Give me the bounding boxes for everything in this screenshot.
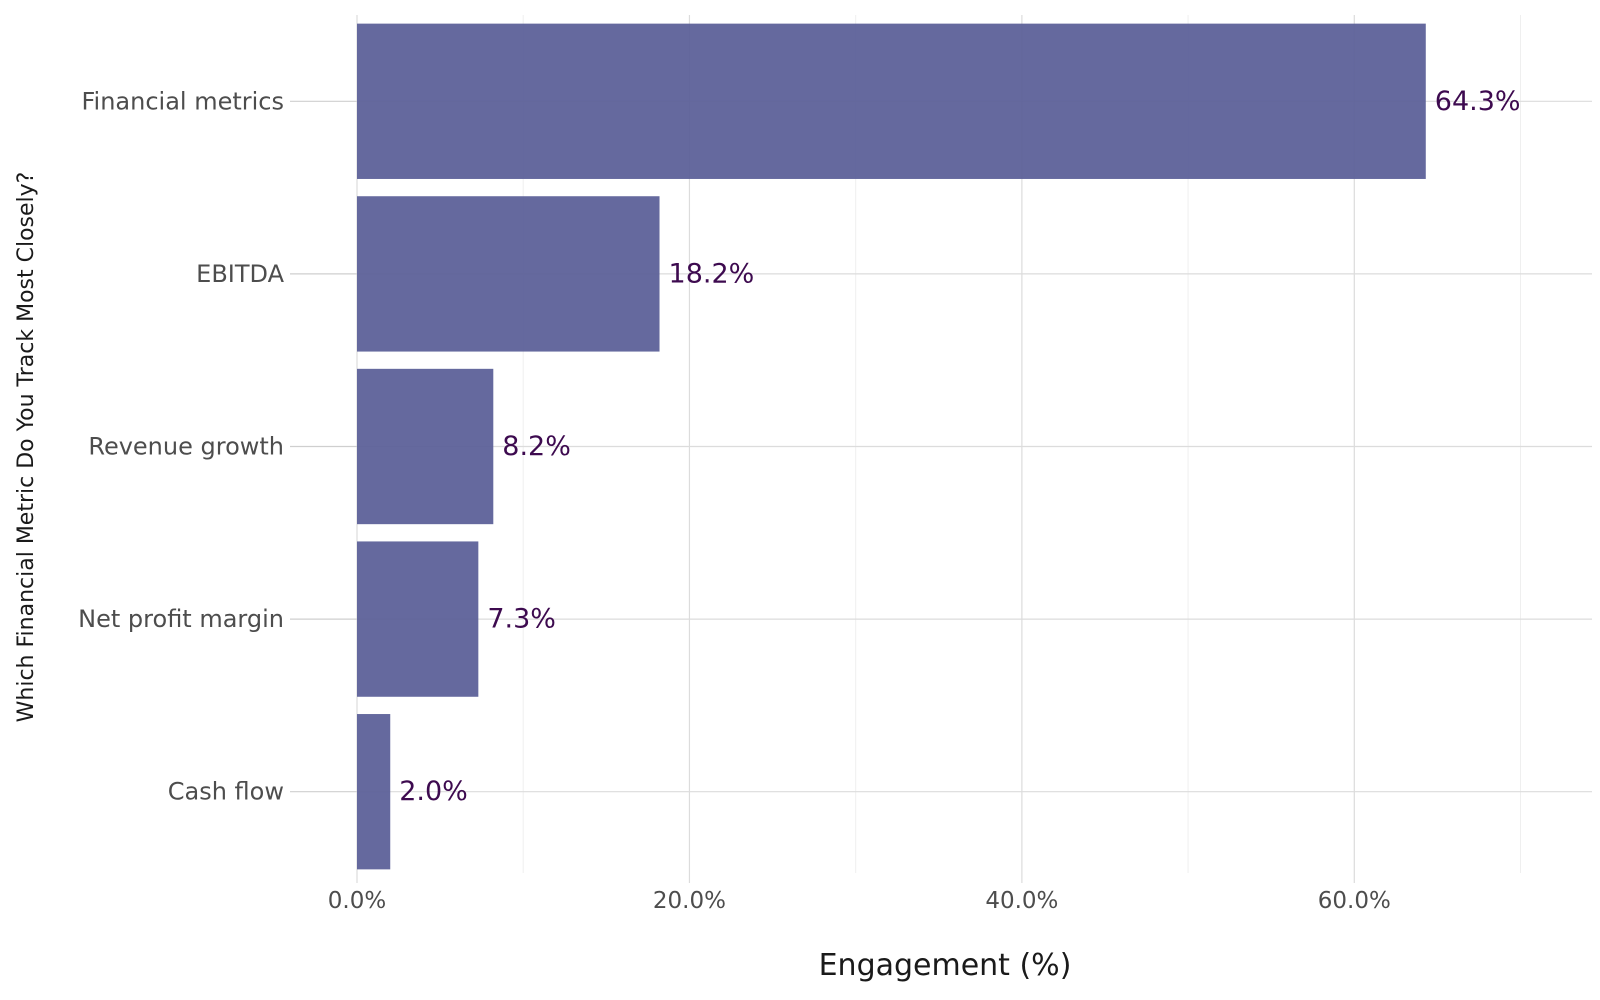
bar-revenue-growth: [357, 368, 494, 525]
bar-net-profit-margin: [357, 541, 479, 697]
x-tick-label: 20.0%: [653, 888, 726, 914]
x-tick-label: 60.0%: [1318, 888, 1391, 914]
y-tick-label: Financial metrics: [81, 87, 284, 115]
y-tick-label: Net profit margin: [78, 605, 284, 633]
labels-layer: 64.3% Financial metrics 18.2% EBITDA 8.2% Rev…: [78, 86, 1520, 807]
y-axis-title: Which Financial Metric Do You Track Most…: [14, 172, 39, 723]
bar-ebitda: [357, 196, 660, 352]
x-axis-title: Engagement (%): [819, 948, 1072, 983]
x-tick-label: 40.0%: [985, 888, 1058, 914]
data-label-ebitda: 18.2%: [669, 258, 755, 289]
data-label-revenue-growth: 8.2%: [502, 431, 571, 462]
y-tick-label: Revenue growth: [88, 433, 284, 461]
data-label-net-profit-margin: 7.3%: [487, 604, 556, 635]
x-tick-label: 0.0%: [328, 888, 386, 914]
data-label-cash-flow: 2.0%: [399, 776, 468, 807]
bars-layer: [357, 23, 1426, 870]
bar-financial-metrics: [357, 23, 1426, 179]
y-tick-label: Cash flow: [168, 778, 284, 806]
y-tick-label: EBITDA: [196, 260, 284, 288]
data-label-financial-metrics: 64.3%: [1435, 86, 1521, 117]
ticks-layer: 0.0% 20.0% 40.0% 60.0%: [290, 100, 1391, 914]
bar-cash-flow: [357, 714, 391, 870]
